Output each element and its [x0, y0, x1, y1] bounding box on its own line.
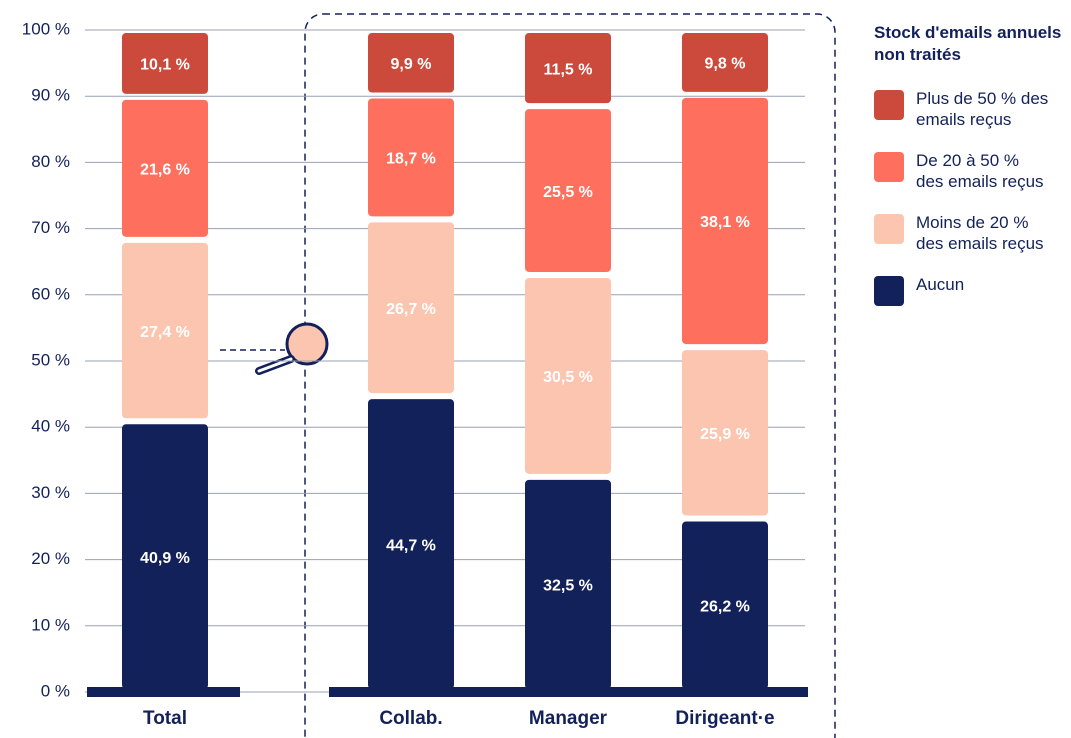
y-tick-label: 0 %	[41, 681, 70, 700]
bar-segment	[525, 479, 611, 689]
bar-segment	[525, 33, 611, 104]
y-tick-label: 60 %	[31, 284, 70, 303]
bar-segment	[682, 521, 768, 689]
legend-label: Moins de 20 % des emails reçus	[916, 213, 1044, 253]
bar-segment	[122, 99, 208, 237]
y-tick-label: 30 %	[31, 483, 70, 502]
bar-segment	[368, 33, 454, 93]
group-frame	[304, 13, 836, 738]
data-label: 38,1 %	[700, 214, 750, 231]
data-label: 25,5 %	[543, 184, 593, 201]
data-label: 9,8 %	[705, 56, 746, 73]
data-label: 32,5 %	[543, 578, 593, 595]
bar-segment	[682, 350, 768, 516]
data-label: 25,9 %	[700, 426, 750, 443]
legend-item: De 20 à 50 % des emails reçus	[874, 150, 1064, 192]
x-tick-label: Total	[143, 708, 187, 729]
bar-segment	[682, 33, 768, 92]
y-tick-label: 20 %	[31, 549, 70, 568]
bar-segment	[682, 97, 768, 345]
legend-swatch	[874, 152, 904, 182]
baseline	[87, 687, 240, 697]
legend-item: Moins de 20 % des emails reçus	[874, 212, 1064, 254]
x-tick-label: Collab.	[379, 708, 442, 729]
legend-item: Plus de 50 % des emails reçus	[874, 88, 1064, 130]
legend-title: Stock d'emails annuels non traités	[874, 23, 1062, 64]
data-label: 10,1 %	[140, 57, 190, 74]
bar-segment	[122, 242, 208, 419]
legend-swatch	[874, 214, 904, 244]
y-tick-label: 70 %	[31, 218, 70, 237]
legend-label: Aucun	[916, 275, 965, 294]
data-label: 11,5 %	[544, 61, 593, 78]
legend-swatch	[874, 276, 904, 306]
data-label: 30,5 %	[543, 369, 593, 386]
baseline	[329, 687, 808, 697]
x-tick-label: Dirigeant·e	[675, 708, 774, 729]
y-tick-label: 80 %	[31, 152, 70, 171]
magnifier	[220, 322, 329, 375]
y-tick-label: 10 %	[31, 615, 70, 634]
y-tick-label: 40 %	[31, 417, 70, 436]
bar-segment	[122, 33, 208, 94]
legend-swatch	[874, 90, 904, 120]
legend: Stock d'emails annuels non traités Plus …	[874, 22, 1064, 326]
legend-item: Aucun	[874, 274, 1064, 306]
legend-label: De 20 à 50 % des emails reçus	[916, 151, 1044, 191]
data-label: 18,7 %	[386, 151, 436, 168]
bar-segment	[525, 277, 611, 474]
data-label: 27,4 %	[140, 324, 190, 341]
bar-segment	[368, 98, 454, 217]
data-label: 9,9 %	[391, 56, 432, 73]
bar-segment	[122, 424, 208, 689]
y-tick-label: 50 %	[31, 350, 70, 369]
data-label: 44,7 %	[386, 537, 436, 554]
bar-segment	[525, 109, 611, 272]
y-tick-label: 90 %	[31, 86, 70, 105]
bar-segment	[368, 399, 454, 689]
data-label: 21,6 %	[140, 162, 190, 179]
legend-label: Plus de 50 % des emails reçus	[916, 89, 1049, 129]
data-label: 26,2 %	[700, 598, 750, 615]
y-tick-label: 100 %	[22, 19, 70, 38]
data-label: 26,7 %	[386, 301, 436, 318]
bar-segment	[368, 222, 454, 394]
data-label: 40,9 %	[140, 550, 190, 567]
x-tick-label: Manager	[529, 708, 608, 729]
